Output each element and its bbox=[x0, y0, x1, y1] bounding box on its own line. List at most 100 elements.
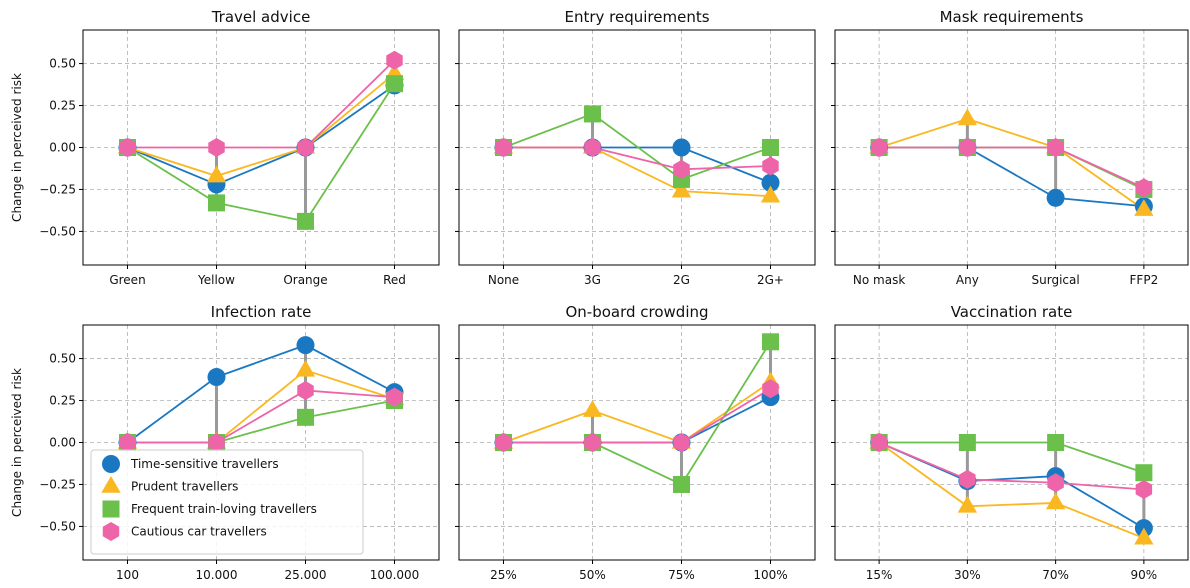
legend-marker bbox=[102, 500, 120, 518]
data-point bbox=[959, 138, 976, 157]
data-point bbox=[495, 433, 512, 452]
x-tick-label: FFP2 bbox=[1130, 273, 1159, 287]
data-point bbox=[1135, 178, 1153, 198]
data-point bbox=[1046, 188, 1065, 207]
x-tick-label: No mask bbox=[853, 273, 905, 287]
x-tick-label: 3G bbox=[584, 273, 601, 287]
panel-4: −0.50 −0.25 0.00 0.25 0.50 100 10.000 25.000 100… bbox=[10, 303, 440, 582]
x-tick-label: 15% bbox=[866, 568, 893, 582]
legend: Time-sensitive travellers Prudent travell… bbox=[90, 449, 364, 555]
x-tick-label: 2G bbox=[673, 273, 690, 287]
x-tick-label: 100.000 bbox=[370, 568, 420, 582]
panel-1: −0.50 −0.25 0.00 0.25 0.50 Green Yellow Orange R… bbox=[10, 8, 440, 287]
data-point bbox=[1045, 492, 1066, 510]
data-point bbox=[760, 185, 781, 203]
data-point bbox=[762, 139, 779, 156]
y-axis-label: Change in perceived risk bbox=[10, 73, 24, 222]
data-point bbox=[386, 50, 403, 70]
legend-marker bbox=[102, 455, 120, 473]
x-tick-label: Yellow bbox=[197, 273, 235, 287]
legend-label: Frequent train-loving travellers bbox=[131, 502, 317, 516]
panel-5: 25% 50% 75% 100% On-board crowding bbox=[455, 303, 816, 582]
data-point bbox=[1047, 434, 1065, 451]
panel-title: Travel advice bbox=[211, 8, 311, 26]
y-axis-label: Change in perceived risk bbox=[10, 368, 24, 517]
series-line bbox=[879, 441, 1145, 474]
y-tick-label: 0.50 bbox=[49, 352, 76, 366]
data-point bbox=[386, 75, 403, 93]
series-line bbox=[503, 388, 771, 444]
data-point bbox=[958, 434, 976, 451]
data-point bbox=[584, 105, 601, 123]
series-line bbox=[878, 118, 1145, 211]
legend-label: Time-sensitive travellers bbox=[130, 457, 279, 471]
series-line bbox=[503, 396, 771, 444]
data-point bbox=[957, 495, 978, 513]
legend-box bbox=[90, 449, 364, 555]
series-line bbox=[127, 59, 396, 149]
series-line bbox=[127, 84, 396, 186]
data-point bbox=[1134, 199, 1154, 216]
y-tick-label: 0.50 bbox=[49, 57, 76, 71]
y-tick-label: 0.25 bbox=[49, 99, 76, 113]
panel-2: None 3G 2G 2G+ Entry requirements bbox=[455, 8, 816, 287]
x-tick-label: Any bbox=[956, 273, 979, 287]
x-tick-label: 25.000 bbox=[285, 568, 327, 582]
x-tick-label: 2G+ bbox=[757, 273, 784, 287]
y-tick-label: −0.25 bbox=[39, 477, 76, 491]
x-tick-label: Surgical bbox=[1032, 273, 1080, 287]
series-line bbox=[503, 146, 771, 198]
panel-6: 15% 30% 70% 90% Vaccination rate bbox=[831, 303, 1189, 582]
data-point bbox=[1135, 464, 1153, 482]
y-tick-label: 0.25 bbox=[49, 394, 76, 408]
series-line bbox=[126, 344, 395, 444]
data-point bbox=[208, 433, 225, 452]
series-line bbox=[127, 369, 395, 444]
y-tick-label: −0.50 bbox=[39, 224, 76, 238]
data-point bbox=[761, 173, 780, 192]
y-tick-label: −0.50 bbox=[39, 519, 76, 533]
panel-title: Vaccination rate bbox=[951, 303, 1073, 321]
y-tick-label: 0.00 bbox=[49, 141, 76, 155]
data-point bbox=[584, 433, 601, 452]
data-point bbox=[297, 212, 314, 230]
data-point bbox=[762, 379, 779, 399]
panel-title: Infection rate bbox=[211, 303, 312, 321]
data-point bbox=[582, 400, 603, 417]
series-line bbox=[879, 146, 1145, 189]
data-point bbox=[1134, 527, 1154, 545]
series-line bbox=[127, 389, 395, 444]
x-tick-label: None bbox=[488, 273, 519, 287]
series-line bbox=[503, 146, 771, 184]
data-point bbox=[297, 408, 314, 426]
x-tick-label: Orange bbox=[283, 273, 327, 287]
data-point bbox=[671, 180, 692, 198]
data-point bbox=[1047, 473, 1064, 493]
panel-3: No mask Any Surgical FFP2 Mask requirements bbox=[831, 8, 1189, 287]
data-point bbox=[584, 138, 601, 157]
data-point bbox=[762, 333, 779, 351]
legend-label: Prudent travellers bbox=[131, 480, 238, 494]
series-line bbox=[878, 441, 1145, 540]
data-point bbox=[296, 336, 315, 355]
y-tick-label: 0.00 bbox=[49, 436, 76, 450]
data-point bbox=[119, 433, 136, 452]
data-point bbox=[959, 469, 976, 489]
data-point bbox=[386, 387, 403, 407]
y-tick-label: −0.25 bbox=[39, 182, 76, 196]
series-line bbox=[127, 72, 396, 177]
x-tick-label: 90% bbox=[1131, 568, 1158, 582]
x-tick-label: Red bbox=[383, 273, 406, 287]
legend-marker bbox=[102, 522, 120, 541]
data-point bbox=[1047, 138, 1064, 157]
data-point bbox=[207, 368, 226, 387]
data-point bbox=[673, 159, 690, 179]
data-point bbox=[295, 359, 316, 377]
x-tick-label: 70% bbox=[1042, 568, 1069, 582]
data-point bbox=[870, 433, 888, 452]
panel-title: Mask requirements bbox=[940, 8, 1084, 26]
data-point bbox=[119, 138, 136, 157]
data-point bbox=[495, 138, 512, 157]
data-point bbox=[208, 194, 225, 212]
